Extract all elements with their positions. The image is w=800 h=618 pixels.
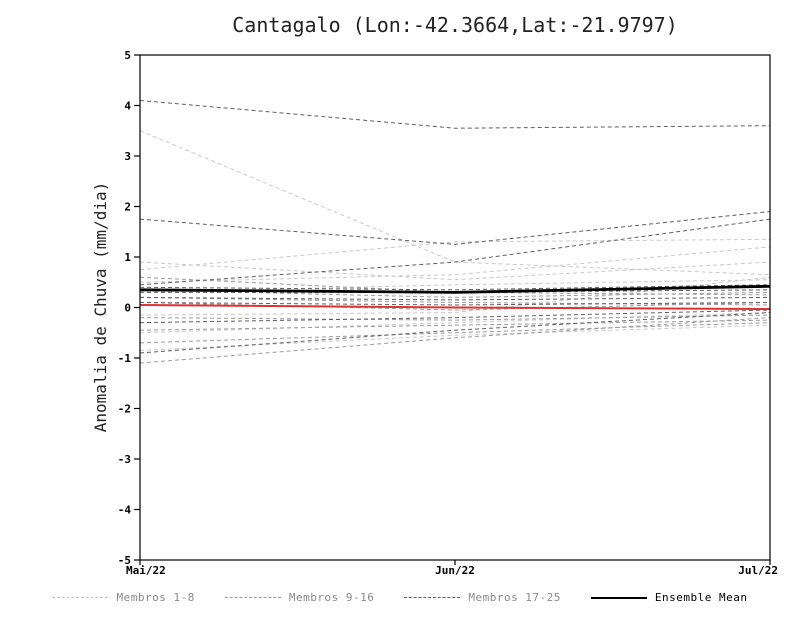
y-tick-label: -2: [118, 403, 131, 416]
x-tick-label: Jul/22: [738, 564, 778, 577]
y-tick-label: 2: [124, 201, 131, 214]
series-line-membro-15: [139, 322, 771, 344]
y-tick-label: -4: [118, 504, 132, 517]
y-tick-label: -3: [118, 453, 131, 466]
x-tick-label: Jun/22: [435, 564, 475, 577]
legend-label: Membros 17-25: [468, 591, 561, 604]
series-line-membro-1: [139, 130, 771, 276]
series-line-membro-25: [139, 312, 771, 354]
series-line-membro-7: [139, 312, 771, 334]
y-tick-label: 0: [124, 302, 131, 315]
series-line-membro-11: [139, 296, 771, 306]
legend-solid-line-sample: [590, 596, 647, 599]
line-chart: Cantagalo (Lon:-42.3664,Lat:-21.9797) An…: [91, 13, 778, 577]
series-line-membro-2: [139, 261, 771, 281]
series-line-membro-14: [139, 319, 771, 331]
legend-label: Membros 1-8: [116, 591, 195, 604]
x-tick-label: Mai/22: [126, 564, 166, 577]
y-tick-label: 4: [124, 100, 131, 113]
series-line-membro-17: [139, 99, 771, 129]
y-tick-label: -1: [118, 352, 132, 365]
legend-item-membros-1-8: Membros 1-8: [52, 591, 194, 604]
chart-title: Cantagalo (Lon:-42.3664,Lat:-21.9797): [232, 13, 678, 37]
y-tick-label: -5: [118, 554, 131, 567]
series-line-membro-13: [139, 314, 771, 321]
legend-label: Ensemble Mean: [654, 591, 748, 604]
series-line-ensemble-mean: [139, 284, 771, 294]
y-tick-label: 3: [124, 150, 131, 163]
series-line-membro-3: [139, 238, 771, 271]
y-tick-label: 5: [124, 49, 131, 62]
series-line-membro-19: [139, 218, 771, 286]
legend-item-membros-9-16: Membros 9-16: [224, 591, 375, 604]
legend-label: Membros 9-16: [288, 591, 375, 604]
series-line-membro-23: [139, 301, 771, 306]
y-tick-label: 1: [124, 251, 131, 264]
legend-dashed-line-sample: [224, 597, 281, 598]
legend-dashed-line-sample: [52, 597, 109, 598]
series-line-membro-4: [139, 246, 771, 283]
series-line-membro-16: [139, 317, 771, 364]
chart-legend: Membros 1-8 Membros 9-16 Membros 17-25 Ense…: [0, 591, 800, 604]
legend-item-membros-17-25: Membros 17-25: [404, 591, 561, 604]
series-line-membro-18: [139, 211, 771, 245]
legend-dashed-line-sample: [404, 597, 461, 598]
legend-item-ensemble-mean: Ensemble Mean: [590, 591, 748, 604]
plot-area: -5 -4 -3 -2 -1 0 1 2 3 4 5 Mai/22 Jun/22 Jul/22: [118, 49, 778, 577]
series-line-red_line: [139, 303, 771, 311]
series-line-membro-22: [139, 296, 771, 301]
series-line-membro-20: [139, 284, 771, 291]
series-line-membro-24: [139, 309, 771, 324]
y-axis-label: Anomalia de Chuva (mm/dia): [91, 182, 110, 432]
